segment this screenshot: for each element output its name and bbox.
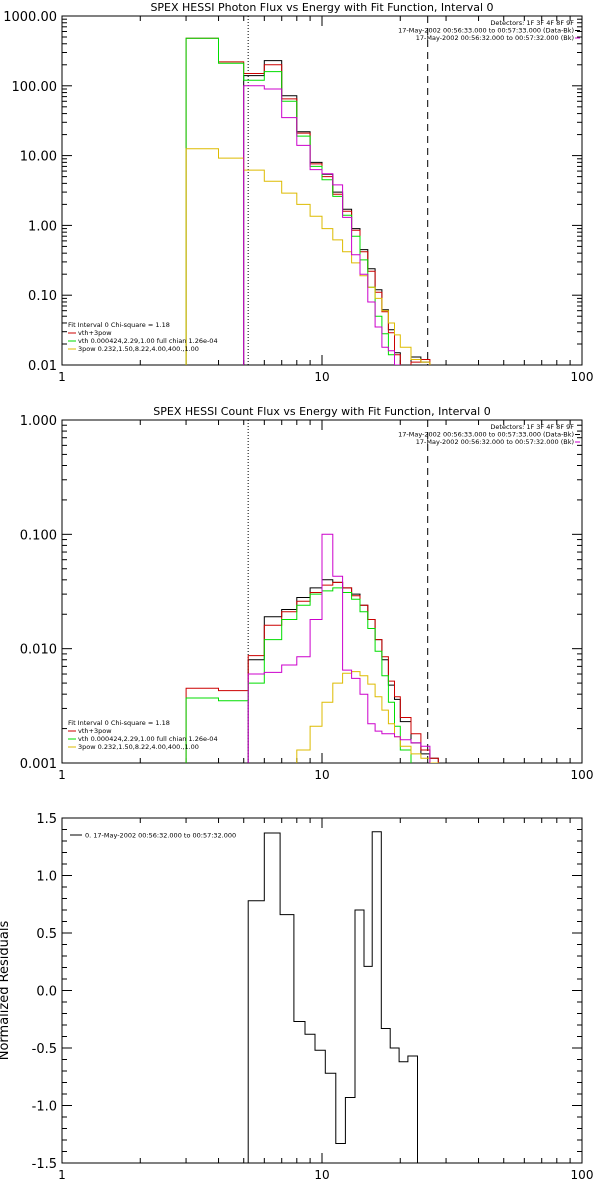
x-tick-label: 10 — [314, 1168, 329, 1182]
legend-bottom: Fit Interval 0 Chi-square = 1.18vth+3pow… — [68, 719, 218, 751]
plot-frame — [61, 817, 583, 1164]
chart-2: SPEX HESSI Count Flux vs Energy with Fit… — [20, 405, 594, 782]
x-tick-label: 10 — [314, 768, 329, 782]
legend-inner: 0. 17-May-2002 00:56:32.000 to 00:57:32.… — [70, 832, 236, 840]
chart-title: SPEX HESSI Count Flux vs Energy with Fit… — [153, 405, 490, 418]
y-axis: 1.5 1.0 0.5 0.0 -0.5 -1.0 -1.5 — [32, 812, 582, 1172]
x-tick-label: 100 — [571, 1168, 594, 1182]
y-tick-label: 0.10 — [28, 289, 57, 304]
x-tick-label: 100 — [571, 370, 594, 384]
series-line-5 — [247, 533, 431, 763]
legend-bottom-entry: 3pow 0.232,1.50,8.22,4.00,400.,1.00 — [78, 345, 199, 353]
y-tick-label: 0.100 — [20, 528, 57, 543]
legend-bottom-entry: 3pow 0.232,1.50,8.22,4.00,400.,1.00 — [78, 743, 199, 751]
series-line-1 — [243, 60, 431, 365]
y-tick-label: 1.000 — [20, 414, 57, 429]
y-tick-label: 1000.00 — [3, 10, 57, 25]
x-tick-label: 10 — [314, 370, 329, 384]
series-group — [185, 533, 439, 763]
legend-bottom-entry: Fit Interval 0 Chi-square = 1.18 — [68, 719, 170, 727]
legend-top-entry: Detectors: 1F 3F 4F 8F 9F — [490, 19, 574, 27]
legend-top-entry: 17-May-2002 00:56:32.000 to 00:57:32.000… — [416, 34, 574, 42]
y-tick-label: -1.0 — [32, 1100, 57, 1115]
series-line-3 — [185, 587, 412, 763]
chart-title: SPEX HESSI Photon Flux vs Energy with Fi… — [150, 1, 493, 14]
x-axis: 1 10 100 — [58, 16, 593, 384]
chart-3: 1 10 100 1.5 1.0 0.5 0.0 -0.5 -1.0 -1.5 Normalized… — [0, 812, 593, 1182]
x-tick-label: 1 — [58, 370, 66, 384]
y-tick-label: 10.00 — [20, 150, 57, 165]
y-tick-label: 0.5 — [36, 927, 57, 942]
x-tick-label: 1 — [58, 1168, 66, 1182]
y-tick-label: 0.010 — [20, 643, 57, 658]
y-axis-label: Normalized Residuals — [0, 921, 12, 1061]
x-axis: 1 10 100 — [58, 818, 593, 1182]
y-tick-label: 1.0 — [36, 870, 57, 885]
y-tick-label: 1.00 — [28, 219, 57, 234]
legend-top-entry: 17-May-2002 00:56:33.000 to 00:57:33.000… — [398, 431, 574, 439]
legend-bottom-entry: vth 0.000424,2.29,1.00 full chian 1.26e-… — [78, 735, 218, 743]
series-line-4 — [185, 148, 431, 365]
legend-bottom-entry: vth+3pow — [78, 727, 112, 735]
y-tick-label: 0.01 — [28, 359, 57, 374]
series-group — [247, 831, 418, 1163]
legend-bottom: Fit Interval 0 Chi-square = 1.18vth+3pow… — [68, 321, 218, 353]
legend-bottom-entry: vth 0.000424,2.29,1.00 full chian 1.26e-… — [78, 337, 218, 345]
x-axis: 1 10 100 — [58, 420, 593, 782]
series-line-1 — [247, 831, 418, 1163]
y-tick-label: 0.0 — [36, 985, 57, 1000]
legend-inner-entry: 0. 17-May-2002 00:56:32.000 to 00:57:32.… — [85, 832, 236, 840]
series-line-2 — [185, 581, 439, 763]
legend-top-entry: 17-May-2002 00:56:32.000 to 00:57:32.000… — [416, 438, 574, 446]
series-group — [185, 37, 431, 365]
y-tick-label: 1.5 — [36, 812, 57, 827]
legend-bottom-entry: Fit Interval 0 Chi-square = 1.18 — [68, 321, 170, 329]
y-axis: 1000.00 100.00 10.00 1.00 0.10 0.01 — [3, 10, 582, 374]
y-tick-label: -0.5 — [32, 1042, 57, 1057]
plot-frame — [61, 15, 583, 366]
y-axis: 1.000 0.100 0.010 0.001 — [20, 414, 582, 772]
x-tick-label: 100 — [571, 768, 594, 782]
legend-bottom-entry: vth+3pow — [78, 329, 112, 337]
legend-top-entry: Detectors: 1F 3F 4F 8F 9F — [490, 423, 574, 431]
series-line-3 — [185, 37, 395, 365]
chart-1: SPEX HESSI Photon Flux vs Energy with Fi… — [3, 1, 593, 384]
y-tick-label: -1.5 — [32, 1157, 57, 1172]
series-line-4 — [296, 671, 439, 763]
legend-top-entry: 17-May-2002 00:56:33.000 to 00:57:33.000… — [398, 27, 574, 35]
series-line-5 — [243, 85, 401, 365]
y-tick-label: 0.001 — [20, 757, 57, 772]
series-line-2 — [185, 37, 431, 365]
y-tick-label: 100.00 — [12, 80, 58, 95]
x-tick-label: 1 — [58, 768, 66, 782]
